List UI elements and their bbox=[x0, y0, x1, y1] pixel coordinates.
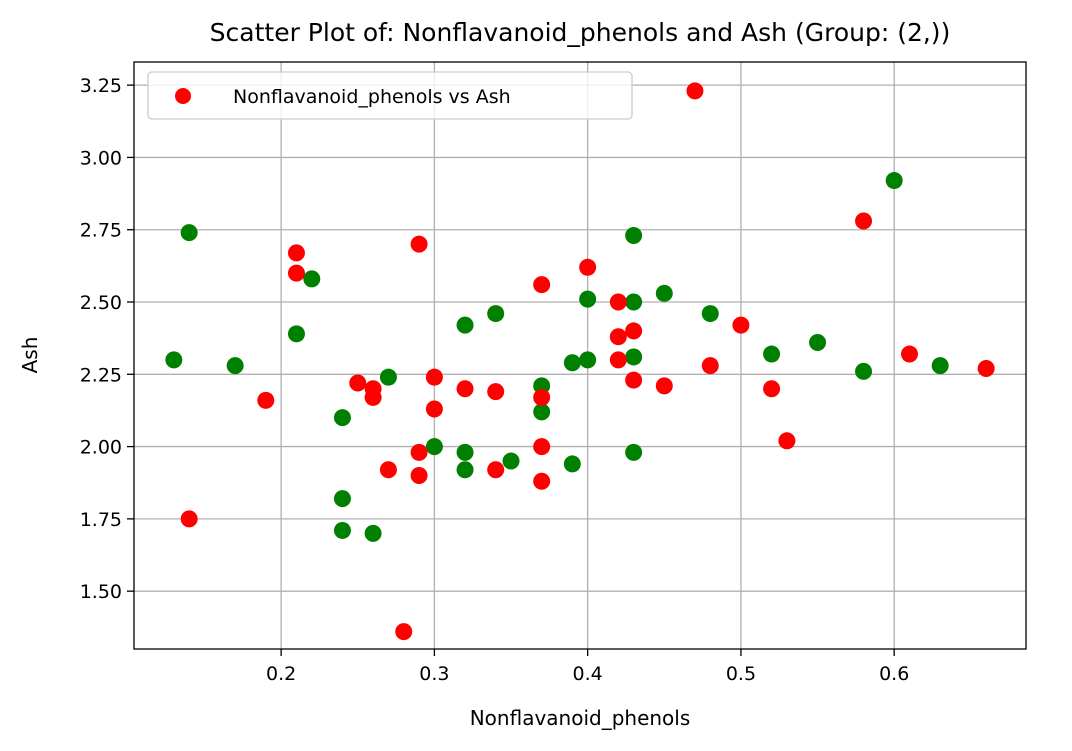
scatter-point bbox=[257, 391, 275, 409]
scatter-point bbox=[655, 377, 673, 395]
x-axis-label: Nonflavanoid_phenols bbox=[470, 706, 691, 730]
scatter-point bbox=[609, 351, 627, 369]
scatter-point bbox=[487, 461, 505, 479]
scatter-point bbox=[625, 443, 643, 461]
scatter-point bbox=[901, 345, 919, 363]
scatter-point bbox=[609, 293, 627, 311]
scatter-point bbox=[487, 305, 505, 323]
axis-ticks: 0.2 0.3 0.4 0.5 0.6 1.50 1.75 2.00 2.25 2.50 2.75 3… bbox=[80, 75, 910, 685]
scatter-point bbox=[456, 380, 474, 398]
y-tick-label: 2.00 bbox=[80, 437, 122, 459]
scatter-point bbox=[180, 510, 198, 528]
y-tick-label: 2.25 bbox=[80, 364, 122, 386]
scatter-point bbox=[425, 400, 443, 418]
scatter-point bbox=[226, 357, 244, 375]
scatter-point bbox=[563, 455, 581, 473]
scatter-point bbox=[655, 284, 673, 302]
x-tick-label: 0.2 bbox=[266, 663, 296, 685]
scatter-point bbox=[885, 172, 903, 190]
scatter-point bbox=[533, 472, 551, 490]
y-tick-label: 3.25 bbox=[80, 75, 122, 97]
scatter-point bbox=[379, 368, 397, 386]
x-tick-label: 0.4 bbox=[573, 663, 603, 685]
scatter-point bbox=[425, 368, 443, 386]
y-tick-label: 2.75 bbox=[80, 220, 122, 242]
scatter-point bbox=[333, 409, 351, 427]
scatter-point bbox=[701, 305, 719, 323]
scatter-point bbox=[625, 348, 643, 366]
scatter-point bbox=[287, 244, 305, 262]
scatter-point bbox=[456, 443, 474, 461]
scatter-point bbox=[425, 438, 443, 456]
y-tick-label: 1.75 bbox=[80, 509, 122, 531]
scatter-point bbox=[180, 224, 198, 242]
scatter-point bbox=[625, 226, 643, 244]
y-tick-label: 2.50 bbox=[80, 292, 122, 314]
scatter-point bbox=[502, 452, 520, 470]
scatter-point bbox=[333, 490, 351, 508]
scatter-point bbox=[763, 380, 781, 398]
scatter-point bbox=[579, 258, 597, 276]
x-tick-label: 0.3 bbox=[419, 663, 449, 685]
scatter-point bbox=[410, 467, 428, 485]
scatter-point bbox=[533, 438, 551, 456]
scatter-point bbox=[456, 316, 474, 334]
scatter-point bbox=[778, 432, 796, 450]
scatter-point bbox=[287, 264, 305, 282]
scatter-point bbox=[410, 235, 428, 253]
scatter-point bbox=[625, 371, 643, 389]
scatter-point bbox=[303, 270, 321, 288]
x-tick-label: 0.5 bbox=[726, 663, 756, 685]
scatter-point bbox=[364, 524, 382, 542]
x-tick-label: 0.6 bbox=[879, 663, 909, 685]
scatter-point bbox=[609, 328, 627, 346]
scatter-point bbox=[333, 521, 351, 539]
scatter-point bbox=[977, 360, 995, 378]
scatter-point bbox=[533, 388, 551, 406]
legend-marker bbox=[175, 88, 191, 104]
scatter-point bbox=[165, 351, 183, 369]
scatter-point bbox=[533, 403, 551, 421]
y-tick-label: 3.00 bbox=[80, 147, 122, 169]
scatter-point bbox=[579, 351, 597, 369]
scatter-point bbox=[563, 354, 581, 372]
legend: Nonflavanoid_phenols vs Ash bbox=[147, 71, 633, 120]
scatter-point bbox=[533, 276, 551, 294]
scatter-point bbox=[579, 290, 597, 308]
scatter-point bbox=[625, 322, 643, 340]
scatter-point bbox=[701, 357, 719, 375]
scatter-point bbox=[732, 316, 750, 334]
scatter-point bbox=[487, 383, 505, 401]
chart-title: Scatter Plot of: Nonflavanoid_phenols an… bbox=[210, 18, 951, 47]
scatter-point bbox=[809, 333, 827, 351]
scatter-point bbox=[287, 325, 305, 343]
scatter-point bbox=[931, 357, 949, 375]
scatter-point bbox=[625, 293, 643, 311]
y-tick-label: 1.50 bbox=[80, 581, 122, 603]
scatter-point bbox=[855, 212, 873, 230]
y-axis-label: Ash bbox=[18, 337, 42, 374]
scatter-point bbox=[364, 388, 382, 406]
data-points bbox=[165, 82, 995, 641]
scatter-point bbox=[395, 623, 413, 641]
scatter-point bbox=[456, 461, 474, 479]
scatter-point bbox=[686, 82, 704, 100]
scatter-point bbox=[379, 461, 397, 479]
legend-box bbox=[147, 71, 633, 120]
scatter-point bbox=[410, 443, 428, 461]
scatter-point bbox=[349, 374, 367, 392]
legend-label: Nonflavanoid_phenols vs Ash bbox=[233, 86, 511, 108]
scatter-point bbox=[855, 362, 873, 380]
plot-frame bbox=[133, 61, 1027, 650]
scatter-point bbox=[763, 345, 781, 363]
